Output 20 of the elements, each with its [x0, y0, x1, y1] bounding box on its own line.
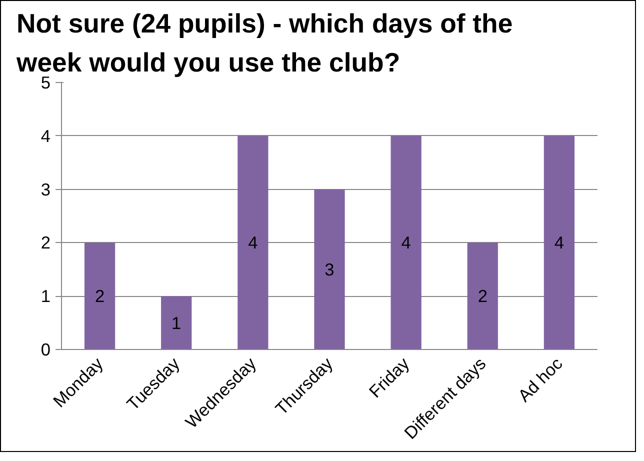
data-label: 4	[554, 232, 564, 253]
data-label: 2	[478, 286, 488, 306]
data-label: 4	[248, 232, 258, 253]
bar	[390, 136, 422, 350]
data-label: 4	[401, 232, 412, 253]
bar	[467, 242, 498, 350]
y-tick-label: 2	[40, 232, 51, 253]
bar	[314, 189, 345, 350]
data-label: 2	[94, 286, 105, 306]
data-label: 3	[324, 259, 334, 280]
y-tick-label: 1	[40, 286, 51, 306]
y-tick-label: 0	[40, 340, 51, 360]
bar	[161, 296, 192, 350]
bar	[544, 136, 575, 350]
x-tick-label: Ad hoc	[514, 353, 567, 406]
data-label: 1	[172, 312, 182, 333]
bar	[238, 136, 268, 350]
bar	[84, 242, 116, 350]
y-tick-label: 4	[40, 126, 51, 146]
y-tick-label: 3	[40, 179, 51, 200]
